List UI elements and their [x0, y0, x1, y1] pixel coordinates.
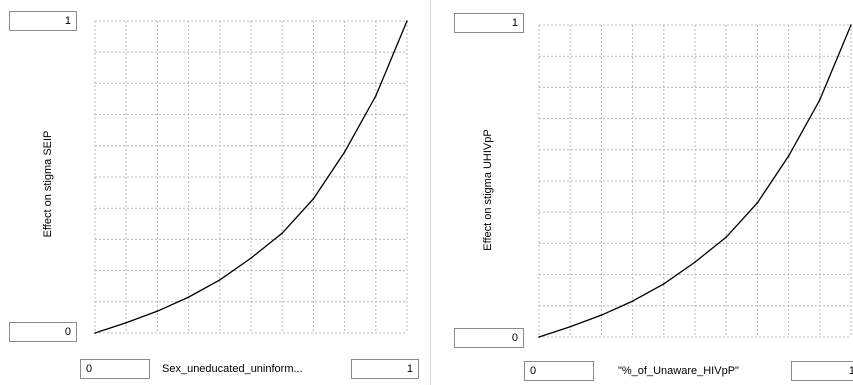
data-point — [569, 325, 571, 328]
graph-panel-left: 1 Effect on stigma SEIP 0 0 Sex_uneducat… — [9, 11, 419, 379]
x-min-input[interactable]: 0 — [80, 359, 150, 379]
data-point — [219, 279, 221, 281]
data-point — [312, 198, 315, 200]
data-point — [538, 336, 540, 338]
data-point — [725, 236, 727, 238]
plot-area[interactable] — [93, 19, 415, 335]
data-point — [281, 232, 283, 234]
data-point — [343, 151, 346, 153]
y-min-input[interactable]: 0 — [9, 322, 77, 342]
y-axis-label: Effect on stigma SEIP — [42, 130, 54, 238]
data-point — [663, 283, 665, 285]
data-point — [250, 257, 252, 259]
data-point — [94, 332, 96, 334]
data-point — [375, 95, 377, 97]
y-max-input[interactable]: 1 — [454, 13, 524, 33]
data-point — [631, 300, 634, 302]
data-point — [406, 20, 408, 22]
data-point — [787, 155, 790, 157]
panel-divider — [430, 0, 431, 385]
x-axis-label: Sex_uneducated_uninform... — [162, 363, 303, 375]
data-point — [156, 310, 159, 312]
data-point — [819, 99, 821, 101]
data-point — [187, 296, 190, 298]
x-axis-label: "%_of_Unaware_HIVpP" — [618, 365, 739, 377]
x-max-input[interactable]: 1 — [791, 361, 853, 381]
y-min-input[interactable]: 0 — [454, 328, 524, 348]
data-point — [694, 261, 696, 263]
x-min-input[interactable]: 0 — [524, 361, 594, 381]
graph-panel-right: 1 Effect on stigma UHIVpP 0 0 "%_of_Unaw… — [440, 0, 853, 385]
data-point — [125, 321, 127, 324]
y-max-input[interactable]: 1 — [9, 11, 77, 31]
plot-area[interactable] — [537, 23, 853, 339]
data-point — [850, 24, 852, 26]
x-max-input[interactable]: 1 — [351, 359, 419, 379]
y-axis-label: Effect on stigma UHIVpP — [482, 129, 494, 251]
data-point — [600, 314, 603, 316]
data-point — [756, 202, 759, 204]
